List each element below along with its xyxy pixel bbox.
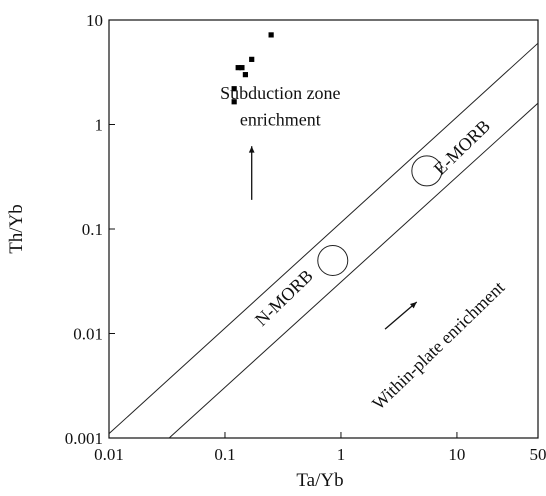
e-morb-circle	[411, 155, 443, 187]
data-point	[231, 99, 237, 105]
n-morb-circle	[317, 244, 349, 276]
y-tick-label: 0.01	[73, 325, 103, 344]
annotation-subduction-zone: Subduction zone	[220, 83, 340, 103]
y-axis-label: Th/Yb	[6, 204, 27, 254]
y-tick-label: 0.001	[65, 429, 103, 448]
enrichment-arrow	[248, 146, 255, 200]
data-point	[239, 65, 245, 71]
x-tick-label: 0.1	[214, 445, 235, 464]
x-tick-label: 0.01	[94, 445, 124, 464]
data-point	[242, 72, 249, 78]
x-axis-label: Ta/Yb	[296, 470, 343, 491]
y-tick-label: 10	[86, 11, 103, 30]
annotation-e-morb: E-MORB	[430, 116, 494, 179]
data-point	[249, 56, 255, 62]
y-axis-ticks: 0.001 0.01 0.1 1 10	[65, 11, 115, 448]
discrimination-lines	[108, 42, 539, 439]
data-point	[268, 32, 274, 38]
annotation-n-morb: N-MORB	[251, 266, 317, 330]
annotation-within-plate-enrichment: Within-plate enrichment	[368, 277, 508, 413]
enrichment-arrows	[248, 146, 418, 330]
data-points	[231, 32, 274, 105]
morb-array-boundary-line	[168, 102, 539, 439]
morb-array-boundary-line	[108, 42, 539, 435]
x-axis-ticks: 0.01 0.1 1 10 50	[94, 432, 546, 464]
x-tick-label: 10	[448, 445, 465, 464]
x-tick-label: 50	[530, 445, 546, 464]
arrow-head	[248, 146, 255, 153]
enrichment-arrow	[384, 301, 418, 330]
y-tick-label: 0.1	[82, 220, 103, 239]
annotation-enrichment: enrichment	[240, 109, 321, 129]
data-point	[231, 86, 237, 92]
chart-annotations: Subduction zone enrichment N-MORB E-MORB Wit…	[220, 83, 508, 413]
y-tick-label: 1	[95, 116, 104, 135]
morb-fields	[317, 155, 443, 276]
arrow-head	[410, 302, 417, 309]
x-tick-label: 1	[337, 445, 346, 464]
data-point	[235, 65, 241, 71]
arrow-shaft	[384, 301, 418, 330]
